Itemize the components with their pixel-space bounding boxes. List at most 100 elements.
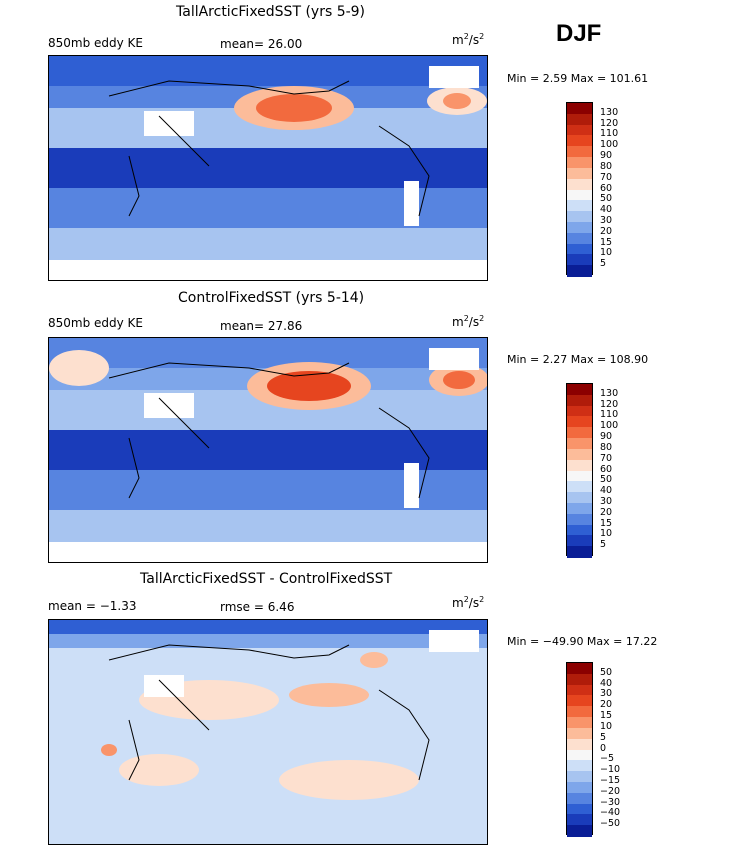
- colorbar-swatch: [567, 200, 592, 212]
- panel-1-units-label: m2/s2: [452, 32, 485, 47]
- colorbar-swatch: [567, 749, 592, 761]
- colorbar-tick-label: 15: [600, 710, 613, 722]
- colorbar-tick-label: −10: [600, 764, 621, 776]
- colorbar-tick-label: 130: [600, 387, 619, 399]
- panel-3-colorbar-swatches: [566, 662, 593, 837]
- colorbar-tick-label: 30: [600, 495, 613, 507]
- colorbar-swatch: [567, 803, 592, 815]
- colorbar-tick-label: −40: [600, 807, 621, 819]
- colorbar-swatch: [567, 684, 592, 696]
- colorbar-swatch: [567, 814, 592, 826]
- colorbar-swatch: [567, 221, 592, 234]
- colorbar-swatch: [567, 189, 592, 201]
- colorbar-tick-label: −15: [600, 774, 621, 786]
- colorbar-tick-label: 15: [600, 236, 613, 248]
- colorbar-swatch: [567, 792, 592, 805]
- colorbar-tick-label: 90: [600, 150, 613, 162]
- colorbar-tick-label: 70: [600, 452, 613, 464]
- colorbar-swatch: [567, 738, 592, 750]
- colorbar-swatch: [567, 727, 592, 740]
- colorbar-swatch: [567, 438, 592, 450]
- colorbar-tick-label: 60: [600, 182, 613, 194]
- colorbar-swatch: [567, 211, 592, 223]
- colorbar-swatch: [567, 243, 592, 255]
- colorbar-swatch: [567, 135, 592, 147]
- colorbar-swatch: [567, 113, 592, 126]
- colorbar-swatch: [567, 124, 592, 136]
- colorbar-swatch: [567, 760, 592, 772]
- colorbar-swatch: [567, 524, 592, 536]
- colorbar-tick-label: 120: [600, 398, 619, 410]
- panel-2-map-svg: [49, 338, 487, 562]
- colorbar-swatch: [567, 546, 592, 558]
- colorbar-tick-label: 20: [600, 225, 613, 237]
- colorbar-swatch: [567, 405, 592, 417]
- colorbar-tick-label: 80: [600, 160, 613, 172]
- colorbar-tick-label: 15: [600, 517, 613, 529]
- colorbar-swatch: [567, 492, 592, 504]
- colorbar-tick-label: 30: [600, 688, 613, 700]
- colorbar-tick-label: −30: [600, 796, 621, 808]
- colorbar-swatch: [567, 416, 592, 428]
- colorbar-swatch: [567, 448, 592, 461]
- colorbar-swatch: [567, 535, 592, 547]
- panel-2-variable-label: 850mb eddy KE: [48, 316, 144, 330]
- colorbar-swatch: [567, 384, 592, 396]
- colorbar-swatch: [567, 825, 592, 837]
- colorbar-tick-label: 80: [600, 441, 613, 453]
- colorbar-swatch: [567, 232, 592, 245]
- panel-1-map: [48, 55, 488, 281]
- colorbar-swatch: [567, 427, 592, 439]
- panel-2-units-label: m2/s2: [452, 314, 485, 329]
- colorbar-swatch: [567, 470, 592, 482]
- colorbar-tick-label: −5: [600, 753, 615, 765]
- colorbar-swatch: [567, 178, 592, 190]
- panel-1-colorbar-swatches: [566, 102, 593, 277]
- colorbar-tick-label: 10: [600, 528, 613, 540]
- panel-1-mean-label: mean= 26.00: [220, 37, 303, 51]
- colorbar-tick-label: 40: [600, 677, 613, 689]
- colorbar-tick-label: 5: [600, 539, 607, 551]
- colorbar-swatch: [567, 717, 592, 729]
- colorbar-tick-label: 100: [600, 139, 619, 151]
- colorbar-swatch: [567, 167, 592, 180]
- colorbar-swatch: [567, 459, 592, 471]
- panel-3-rmse-label: rmse = 6.46: [220, 600, 295, 614]
- colorbar-tick-label: 30: [600, 214, 613, 226]
- colorbar-tick-label: 10: [600, 720, 613, 732]
- colorbar-swatch: [567, 673, 592, 686]
- panel-2-title: ControlFixedSST (yrs 5-14): [178, 290, 365, 306]
- colorbar-swatch: [567, 695, 592, 707]
- colorbar-tick-label: 20: [600, 699, 613, 711]
- colorbar-tick-label: 20: [600, 506, 613, 518]
- colorbar-tick-label: 50: [600, 193, 613, 205]
- colorbar-tick-label: 90: [600, 431, 613, 443]
- colorbar-tick-label: 10: [600, 247, 613, 259]
- colorbar-tick-label: 50: [600, 666, 613, 678]
- panel-3-title: TallArcticFixedSST - ControlFixedSST: [140, 571, 393, 587]
- colorbar-swatch: [567, 394, 592, 407]
- colorbar-tick-label: 110: [600, 128, 619, 140]
- colorbar-swatch: [567, 103, 592, 115]
- panel-2-map: [48, 337, 488, 563]
- colorbar-tick-label: 120: [600, 117, 619, 129]
- colorbar-tick-label: 100: [600, 420, 619, 432]
- panel-2-min-max: Min = 2.27 Max = 108.90: [507, 353, 649, 366]
- panel-2-mean-label: mean= 27.86: [220, 319, 303, 333]
- colorbar-swatch: [567, 513, 592, 526]
- panel-1-map-svg: [49, 56, 487, 280]
- colorbar-tick-label: 130: [600, 106, 619, 118]
- colorbar-tick-label: −50: [600, 818, 621, 830]
- colorbar-swatch: [567, 254, 592, 266]
- colorbar-tick-label: 0: [600, 742, 607, 754]
- colorbar-swatch: [567, 663, 592, 675]
- colorbar-tick-label: −20: [600, 785, 621, 797]
- colorbar-tick-label: 60: [600, 463, 613, 475]
- colorbar-tick-label: 70: [600, 171, 613, 183]
- panel-2-colorbar-swatches: [566, 383, 593, 558]
- colorbar-swatch: [567, 481, 592, 493]
- panel-1-title: TallArcticFixedSST (yrs 5-9): [176, 4, 366, 20]
- colorbar-swatch: [567, 265, 592, 277]
- panel-3-mean-label: mean = −1.33: [48, 599, 137, 613]
- colorbar-tick-label: 40: [600, 485, 613, 497]
